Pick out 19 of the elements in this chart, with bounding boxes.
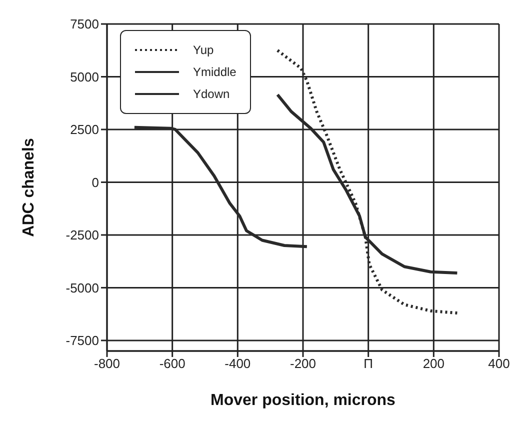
legend-label: Yup [193, 43, 214, 57]
y-tick-label: -2500 [66, 228, 99, 243]
x-tick-label: 200 [422, 356, 445, 372]
x-tick-label: -600 [159, 356, 186, 372]
legend-label: Ymiddle [193, 65, 236, 79]
y-tick-label: 2500 [70, 122, 99, 138]
y-tick-label: 7500 [70, 16, 99, 32]
y-tick-label: -5000 [66, 280, 99, 296]
x-tick-label: -200 [290, 356, 316, 372]
x-tick-label: -800 [94, 356, 120, 372]
y-tick-label: -7500 [66, 333, 99, 348]
y-tick-label: 0 [92, 174, 99, 190]
x-axis-title: Mover position, microns [210, 392, 396, 409]
y-axis-title: ADC chanels [20, 138, 38, 237]
x-tick-label: -400 [224, 356, 251, 372]
x-tick-label: 400 [488, 356, 510, 372]
y-tick-label: 5000 [70, 69, 99, 84]
x-tick-label: П [364, 356, 374, 372]
legend-label: Ydown [193, 87, 230, 101]
